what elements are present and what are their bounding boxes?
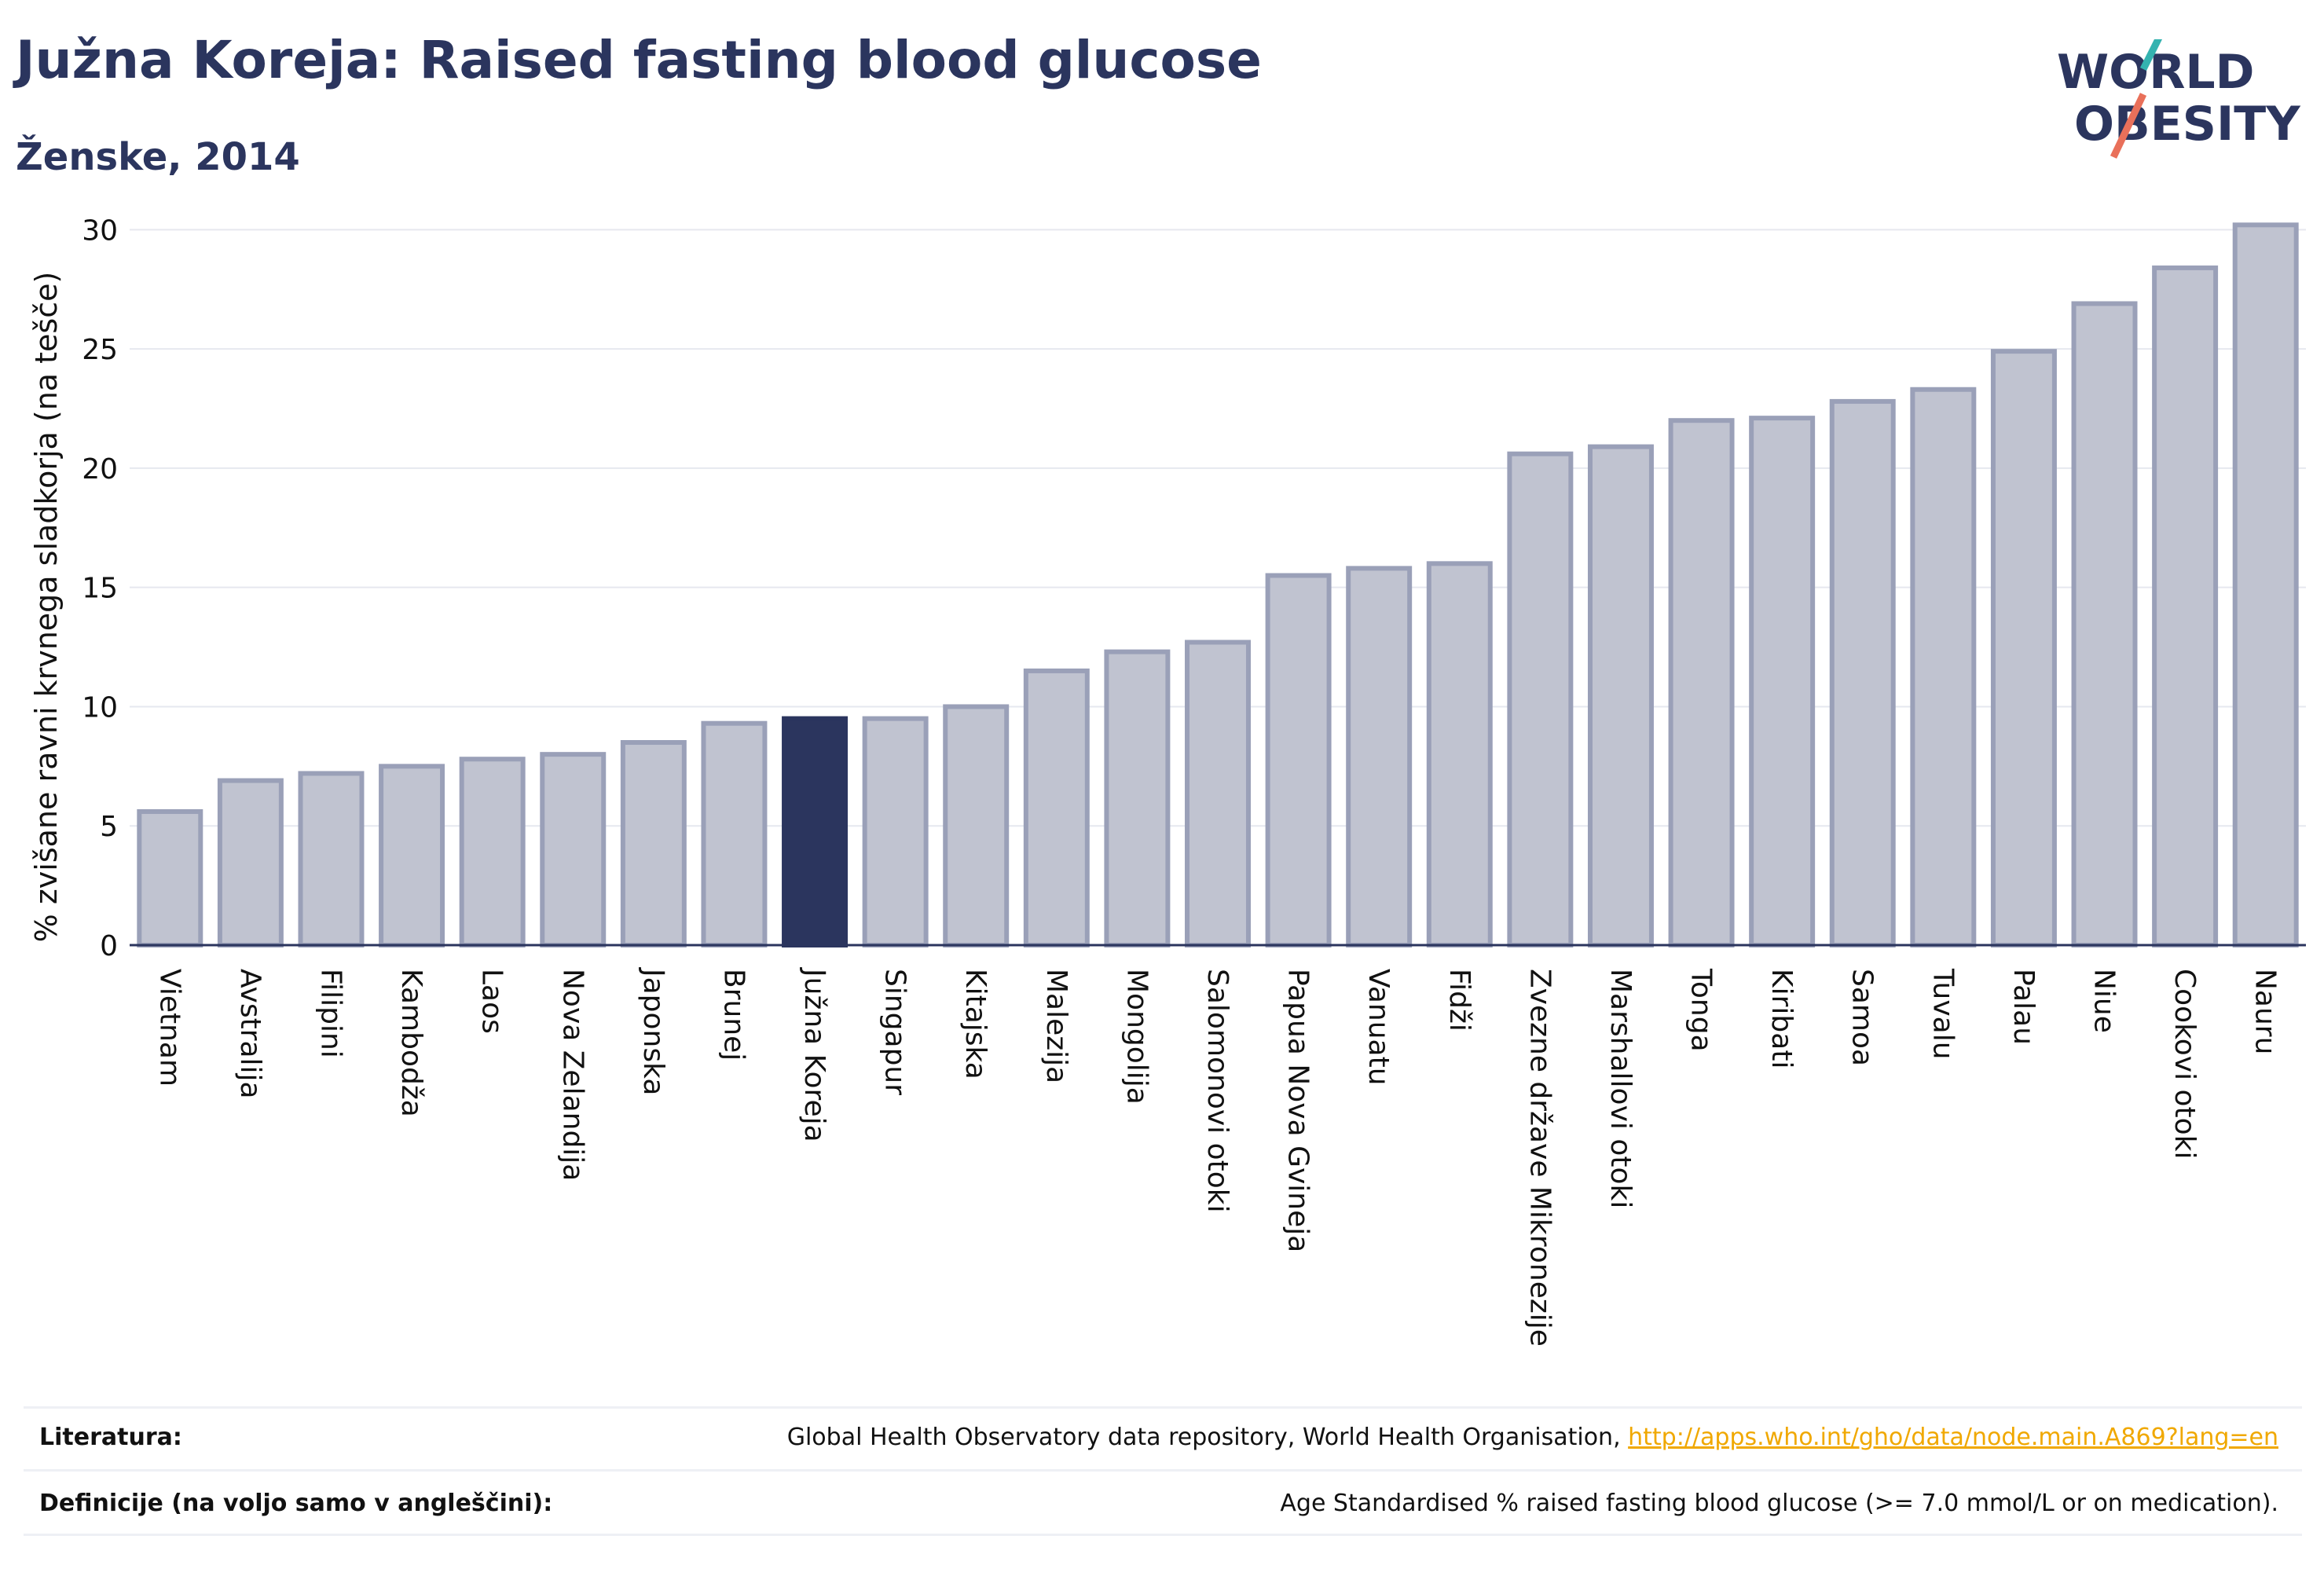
x-tick-label: Niue bbox=[2088, 969, 2121, 1033]
footer-divider-bottom bbox=[24, 1534, 2302, 1536]
literature-text: Global Health Observatory data repositor… bbox=[787, 1424, 2278, 1451]
x-tick-label: Vanuatu bbox=[1362, 969, 1395, 1086]
chart-title: Južna Koreja: Raised fasting blood gluco… bbox=[16, 30, 1262, 90]
bar-malezija bbox=[1023, 668, 1090, 948]
bar-nova-zelandija bbox=[540, 752, 607, 948]
logo-slash-top bbox=[2139, 39, 2163, 71]
x-tick-label: Laos bbox=[476, 969, 508, 1034]
bar-samoa bbox=[1829, 398, 1896, 947]
y-axis-label: % zvišane ravni krvnega sladkorja (na te… bbox=[29, 272, 64, 943]
bar-chart: 0 5 10 15 20 25 30 Vietnam Avstralija Filipini Ka… bbox=[29, 214, 2306, 1347]
bar-niue bbox=[2071, 301, 2138, 947]
bar-filipini bbox=[298, 771, 365, 948]
literature-link[interactable]: http://apps.who.int/gho/data/node.main.A… bbox=[1628, 1424, 2278, 1451]
y-tick-label: 30 bbox=[82, 214, 118, 247]
x-tick-label: Cookovi otoki bbox=[2168, 969, 2201, 1160]
bar-avstralija bbox=[217, 778, 284, 948]
bar-salomonovi-otoki bbox=[1185, 640, 1251, 947]
bar-tuvalu bbox=[1910, 387, 1977, 948]
y-tick-label: 25 bbox=[82, 334, 118, 366]
bar-singapur bbox=[862, 716, 929, 947]
bar-mongolija bbox=[1104, 649, 1171, 947]
world-obesity-logo: WORLD OBESITY bbox=[2057, 39, 2301, 159]
logo-text-world: WORLD bbox=[2057, 45, 2254, 100]
bars bbox=[137, 222, 2299, 948]
footer-definitions-row: Definicije (na voljo samo v angleščini):… bbox=[24, 1469, 2302, 1532]
bar-palau bbox=[1990, 349, 2057, 948]
bar-laos bbox=[459, 757, 526, 947]
bar-papua-nova-gvineja bbox=[1265, 573, 1332, 947]
x-tick-label: Marshallovi otoki bbox=[1604, 969, 1637, 1208]
x-tick-label: Tuvalu bbox=[1926, 968, 1959, 1060]
footer-divider-middle bbox=[24, 1469, 2302, 1472]
bar-fidži bbox=[1426, 561, 1493, 947]
x-tick-label: Samoa bbox=[1846, 969, 1879, 1066]
x-tick-label: Singapur bbox=[879, 969, 911, 1095]
bar-marshallovi-otoki bbox=[1587, 444, 1654, 947]
x-tick-label: Kiribati bbox=[1765, 969, 1798, 1068]
x-tick-label: Tonga bbox=[1685, 968, 1717, 1052]
x-tick-label: Nova Zelandija bbox=[556, 969, 588, 1181]
x-tick-label: Nauru bbox=[2249, 969, 2282, 1054]
x-tick-label: Avstralija bbox=[234, 969, 266, 1099]
x-tick-label: Južna Koreja bbox=[798, 967, 830, 1142]
x-tick-label: Filipini bbox=[314, 969, 346, 1058]
bar-kambodža bbox=[379, 764, 445, 947]
x-tick-label: Papua Nova Gvineja bbox=[1282, 969, 1314, 1252]
y-tick-label: 20 bbox=[82, 453, 118, 486]
y-tick-label: 15 bbox=[82, 573, 118, 605]
literature-source: Global Health Observatory data repositor… bbox=[786, 1424, 1629, 1451]
x-tick-labels: Vietnam Avstralija Filipini Kambodža Laos Nov… bbox=[153, 967, 2281, 1347]
y-tick-label: 5 bbox=[100, 811, 118, 843]
bar-brunej bbox=[701, 720, 768, 947]
x-tick-label: Vietnam bbox=[153, 969, 185, 1087]
y-tick-label: 10 bbox=[82, 691, 118, 724]
logo-slash-bottom bbox=[2110, 93, 2147, 159]
footer-literature-row: Literatura: Global Health Observatory da… bbox=[24, 1406, 2302, 1469]
literature-label: Literatura: bbox=[39, 1424, 182, 1451]
chart-subtitle: Ženske, 2014 bbox=[16, 135, 300, 179]
bar-vanuatu bbox=[1346, 566, 1413, 947]
x-tick-label: Zvezne države Mikronezije bbox=[1523, 969, 1556, 1347]
bar-nauru bbox=[2232, 222, 2299, 947]
x-tick-label: Malezija bbox=[1040, 969, 1072, 1083]
bar-kiribati bbox=[1749, 416, 1816, 947]
x-tick-label: Fidži bbox=[1443, 969, 1475, 1032]
definitions-label: Definicije (na voljo samo v angleščini): bbox=[39, 1490, 553, 1517]
bar-kitajska bbox=[943, 704, 1010, 947]
bar-japonska bbox=[620, 739, 687, 948]
x-tick-label: Palau bbox=[2007, 969, 2040, 1045]
bar-vietnam bbox=[137, 809, 203, 948]
bar-tonga bbox=[1668, 418, 1735, 947]
y-tick-label: 0 bbox=[100, 930, 118, 962]
x-tick-label: Japonska bbox=[637, 967, 669, 1095]
x-tick-label: Kambodža bbox=[395, 969, 427, 1117]
bar-zvezne-države-mikronezije bbox=[1507, 451, 1574, 947]
bar-južna-koreja bbox=[782, 716, 849, 947]
x-tick-label: Salomonovi otoki bbox=[1201, 969, 1233, 1213]
x-tick-label: Kitajska bbox=[959, 969, 992, 1079]
x-tick-label: Mongolija bbox=[1120, 969, 1153, 1105]
definitions-text: Age Standardised % raised fasting blood … bbox=[1280, 1490, 2278, 1517]
footer-divider-top bbox=[24, 1406, 2302, 1409]
bar-cookovi-otoki bbox=[2152, 265, 2219, 947]
y-tick-labels: 0 5 10 15 20 25 30 bbox=[82, 214, 118, 962]
x-tick-label: Brunej bbox=[717, 969, 750, 1061]
logo-text-obesity: OBESITY bbox=[2074, 97, 2301, 152]
